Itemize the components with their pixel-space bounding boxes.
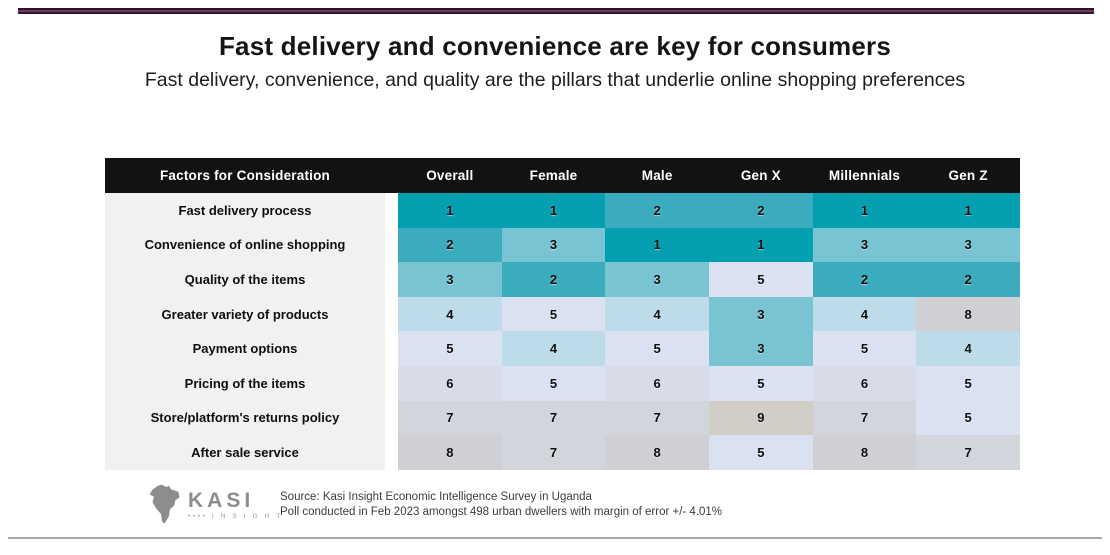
rank-cell: 9 bbox=[708, 400, 813, 436]
rank-cell: 5 bbox=[605, 331, 709, 366]
rank-cell: 7 bbox=[398, 400, 502, 436]
rank-cell: 7 bbox=[812, 400, 917, 436]
column-header-gen-z: Gen Z bbox=[916, 158, 1020, 193]
column-gap bbox=[385, 227, 398, 263]
rank-cell: 1 bbox=[812, 193, 917, 228]
row-label: Store/platform's returns policy bbox=[105, 400, 385, 436]
ranking-table: Factors for Consideration Overall Female Ma… bbox=[105, 158, 1020, 470]
page-title: Fast delivery and convenience are key fo… bbox=[218, 31, 892, 61]
column-gap bbox=[385, 193, 398, 228]
kasi-logo-africa-icon bbox=[149, 484, 180, 524]
top-accent-bar bbox=[18, 8, 1094, 14]
column-gap bbox=[385, 331, 398, 366]
rank-cell: 4 bbox=[398, 296, 502, 332]
rank-cell: 7 bbox=[916, 435, 1020, 470]
rank-cell: 6 bbox=[398, 365, 502, 401]
row-label: Fast delivery process bbox=[105, 193, 385, 228]
source-line-2: Poll conducted in Feb 2023 amongst 498 u… bbox=[280, 506, 723, 519]
column-header-millennials: Millennials bbox=[812, 158, 917, 193]
kasi-logo: KASI •••• I N S I G H T bbox=[146, 484, 283, 526]
rank-cell: 3 bbox=[605, 262, 709, 297]
rank-cell: 2 bbox=[501, 262, 606, 297]
rank-cell: 8 bbox=[398, 435, 502, 470]
rank-cell: 2 bbox=[605, 193, 709, 228]
rank-cell: 8 bbox=[916, 296, 1020, 332]
column-header-overall: Overall bbox=[398, 158, 502, 193]
rank-cell: 2 bbox=[812, 262, 917, 297]
column-gap bbox=[385, 296, 398, 332]
rank-cell: 5 bbox=[501, 296, 606, 332]
kasi-logo-text-block: KASI •••• I N S I G H T bbox=[188, 490, 283, 521]
rank-cell: 5 bbox=[916, 365, 1020, 401]
row-label: Payment options bbox=[105, 331, 385, 366]
rank-cell: 3 bbox=[708, 296, 813, 332]
rank-cell: 1 bbox=[708, 227, 813, 263]
column-header-female: Female bbox=[501, 158, 606, 193]
rank-cell: 8 bbox=[812, 435, 917, 470]
row-label: Pricing of the items bbox=[105, 365, 385, 401]
rank-cell: 1 bbox=[501, 193, 606, 228]
rank-cell: 2 bbox=[916, 262, 1020, 297]
source-line-1: Source: Kasi Insight Economic Intelligen… bbox=[280, 491, 592, 503]
column-header-factors: Factors for Consideration bbox=[105, 158, 385, 193]
rank-cell: 5 bbox=[708, 365, 813, 401]
kasi-logo-subtext: •••• I N S I G H T bbox=[188, 512, 283, 520]
source-note: Source: Kasi Insight Economic Intelligen… bbox=[280, 490, 722, 520]
row-label: After sale service bbox=[105, 435, 385, 470]
rank-cell: 3 bbox=[812, 227, 917, 263]
rank-cell: 2 bbox=[708, 193, 813, 228]
bottom-divider bbox=[8, 537, 1102, 539]
rank-cell: 5 bbox=[398, 331, 502, 366]
rank-cell: 6 bbox=[812, 365, 917, 401]
column-gap bbox=[385, 262, 398, 297]
rank-cell: 3 bbox=[916, 227, 1020, 263]
row-label: Greater variety of products bbox=[105, 296, 385, 332]
rank-cell: 4 bbox=[812, 296, 917, 332]
kasi-logo-wordmark: KASI bbox=[188, 488, 255, 512]
column-gap bbox=[385, 400, 398, 436]
rank-cell: 5 bbox=[916, 400, 1020, 436]
page-subtitle: Fast delivery, convenience, and quality … bbox=[144, 69, 966, 91]
rank-cell: 4 bbox=[916, 331, 1020, 366]
rank-cell: 2 bbox=[398, 227, 502, 263]
rank-cell: 5 bbox=[501, 365, 606, 401]
rank-cell: 1 bbox=[398, 193, 502, 228]
rank-cell: 4 bbox=[501, 331, 606, 366]
rank-cell: 6 bbox=[605, 365, 709, 401]
rank-cell: 7 bbox=[501, 435, 606, 470]
rank-cell: 5 bbox=[708, 262, 813, 297]
column-header-gap bbox=[385, 158, 398, 193]
column-gap bbox=[385, 435, 398, 470]
rank-cell: 3 bbox=[398, 262, 502, 297]
column-header-male: Male bbox=[605, 158, 709, 193]
rank-cell: 3 bbox=[501, 227, 606, 263]
rank-cell: 7 bbox=[605, 400, 709, 436]
rank-cell: 7 bbox=[501, 400, 606, 436]
row-label: Quality of the items bbox=[105, 262, 385, 297]
rank-cell: 3 bbox=[708, 331, 813, 366]
rank-cell: 1 bbox=[605, 227, 709, 263]
rank-cell: 8 bbox=[605, 435, 709, 470]
rank-cell: 5 bbox=[708, 435, 813, 470]
column-header-gen-x: Gen X bbox=[708, 158, 813, 193]
row-label: Convenience of online shopping bbox=[105, 227, 385, 263]
rank-cell: 4 bbox=[605, 296, 709, 332]
column-gap bbox=[385, 365, 398, 401]
rank-cell: 1 bbox=[916, 193, 1020, 228]
rank-cell: 5 bbox=[812, 331, 917, 366]
